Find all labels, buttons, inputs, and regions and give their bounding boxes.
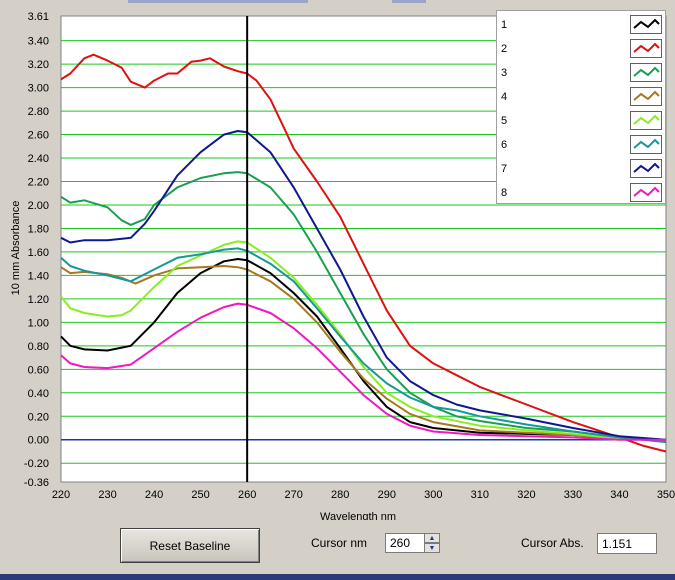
x-tick-label: 350 [657, 489, 675, 501]
spin-down-icon[interactable]: ▼ [424, 543, 440, 553]
series-line-3 [60, 171, 667, 441]
top-tab-left [128, 0, 308, 3]
legend-item-label: 2 [501, 43, 508, 55]
legend-swatch [630, 87, 662, 106]
y-tick-label: 1.00 [28, 317, 49, 329]
x-tick-label: 310 [471, 489, 489, 501]
x-tick-label: 340 [610, 489, 628, 501]
y-tick-label: 3.40 [28, 36, 49, 48]
legend-swatch [630, 135, 662, 154]
top-tab-right [392, 0, 426, 3]
y-tick-label: 3.00 [28, 83, 49, 95]
legend-swatch [630, 111, 662, 130]
legend-swatch [630, 15, 662, 34]
y-tick-label: -0.20 [24, 458, 49, 470]
y-tick-label: 0.80 [28, 341, 49, 353]
x-axis-title: Wavelength nm [320, 511, 396, 520]
cursor-nm-input[interactable]: 260 [385, 533, 425, 553]
y-tick-label: 2.00 [28, 200, 49, 212]
y-tick-label: 2.20 [28, 177, 49, 189]
x-tick-label: 320 [517, 489, 535, 501]
series-lines [60, 16, 667, 482]
legend-item: 4 [497, 85, 667, 109]
legend-item: 7 [497, 157, 667, 181]
axis-ticks: 3.61 3.40 3.20 3.00 2.80 2.60 2.40 2.20 2.00 1.80… [24, 11, 675, 501]
y-tick-label: 2.40 [28, 153, 49, 165]
legend: 1 2 3 4 5 6 7 8 [496, 10, 666, 204]
y-tick-label: 0.40 [28, 388, 49, 400]
x-tick-label: 300 [424, 489, 442, 501]
x-tick-label: 220 [52, 489, 70, 501]
x-tick-label: 270 [285, 489, 303, 501]
legend-item: 5 [497, 109, 667, 133]
cursor-abs-value: 1.151 [597, 533, 657, 554]
x-tick-label: 260 [238, 489, 256, 501]
legend-swatch [630, 39, 662, 58]
x-tick-label: 290 [378, 489, 396, 501]
y-tick-label: 0.00 [28, 435, 49, 447]
legend-item: 1 [497, 13, 667, 37]
y-tick-label: 2.80 [28, 106, 49, 118]
series-line-7 [60, 130, 667, 441]
legend-swatch [630, 159, 662, 178]
spin-up-icon[interactable]: ▲ [424, 533, 440, 543]
legend-item-label: 8 [501, 187, 508, 199]
legend-item: 6 [497, 133, 667, 157]
cursor-abs-label: Cursor Abs. [521, 536, 584, 550]
absorbance-chart: 3.61 3.40 3.20 3.00 2.80 2.60 2.40 2.20 2.00 1.80… [10, 11, 675, 520]
y-tick-label: 1.60 [28, 247, 49, 259]
y-tick-label: -0.36 [24, 477, 49, 489]
y-tick-label: 0.60 [28, 364, 49, 376]
cursor-nm-label: Cursor nm [311, 536, 368, 550]
series-line-2 [60, 53, 667, 453]
legend-item-label: 7 [501, 163, 508, 175]
series-line-8 [60, 302, 666, 441]
x-tick-label: 280 [331, 489, 349, 501]
cursor-nm-spinner[interactable]: ▲ ▼ [424, 533, 440, 553]
y-tick-label: 3.20 [28, 59, 49, 71]
x-tick-label: 250 [191, 489, 209, 501]
legend-item-label: 3 [501, 67, 508, 79]
x-tick-label: 240 [145, 489, 163, 501]
reset-baseline-button[interactable]: Reset Baseline [120, 528, 260, 563]
y-tick-label: 3.61 [28, 11, 49, 23]
legend-swatch [630, 183, 662, 202]
series-line-6 [60, 247, 667, 444]
legend-swatch [630, 63, 662, 82]
series-line-1 [60, 258, 667, 441]
legend-item-label: 5 [501, 115, 508, 127]
legend-item: 8 [497, 181, 667, 205]
y-tick-label: 1.80 [28, 223, 49, 235]
bottom-bar [0, 574, 675, 580]
series-line-4 [60, 265, 667, 441]
y-axis-title: 10 mm Absorbance [10, 201, 22, 296]
x-tick-label: 330 [564, 489, 582, 501]
y-tick-label: 0.20 [28, 411, 49, 423]
y-tick-label: 1.20 [28, 294, 49, 306]
legend-item-label: 4 [501, 91, 508, 103]
legend-item: 2 [497, 37, 667, 61]
x-tick-label: 230 [98, 489, 116, 501]
legend-item: 3 [497, 61, 667, 85]
legend-item-label: 1 [501, 19, 508, 31]
series-line-5 [60, 240, 667, 441]
grid-lines [61, 40, 666, 464]
legend-item-label: 6 [501, 139, 508, 151]
y-tick-label: 1.40 [28, 270, 49, 282]
y-tick-label: 2.60 [28, 130, 49, 142]
